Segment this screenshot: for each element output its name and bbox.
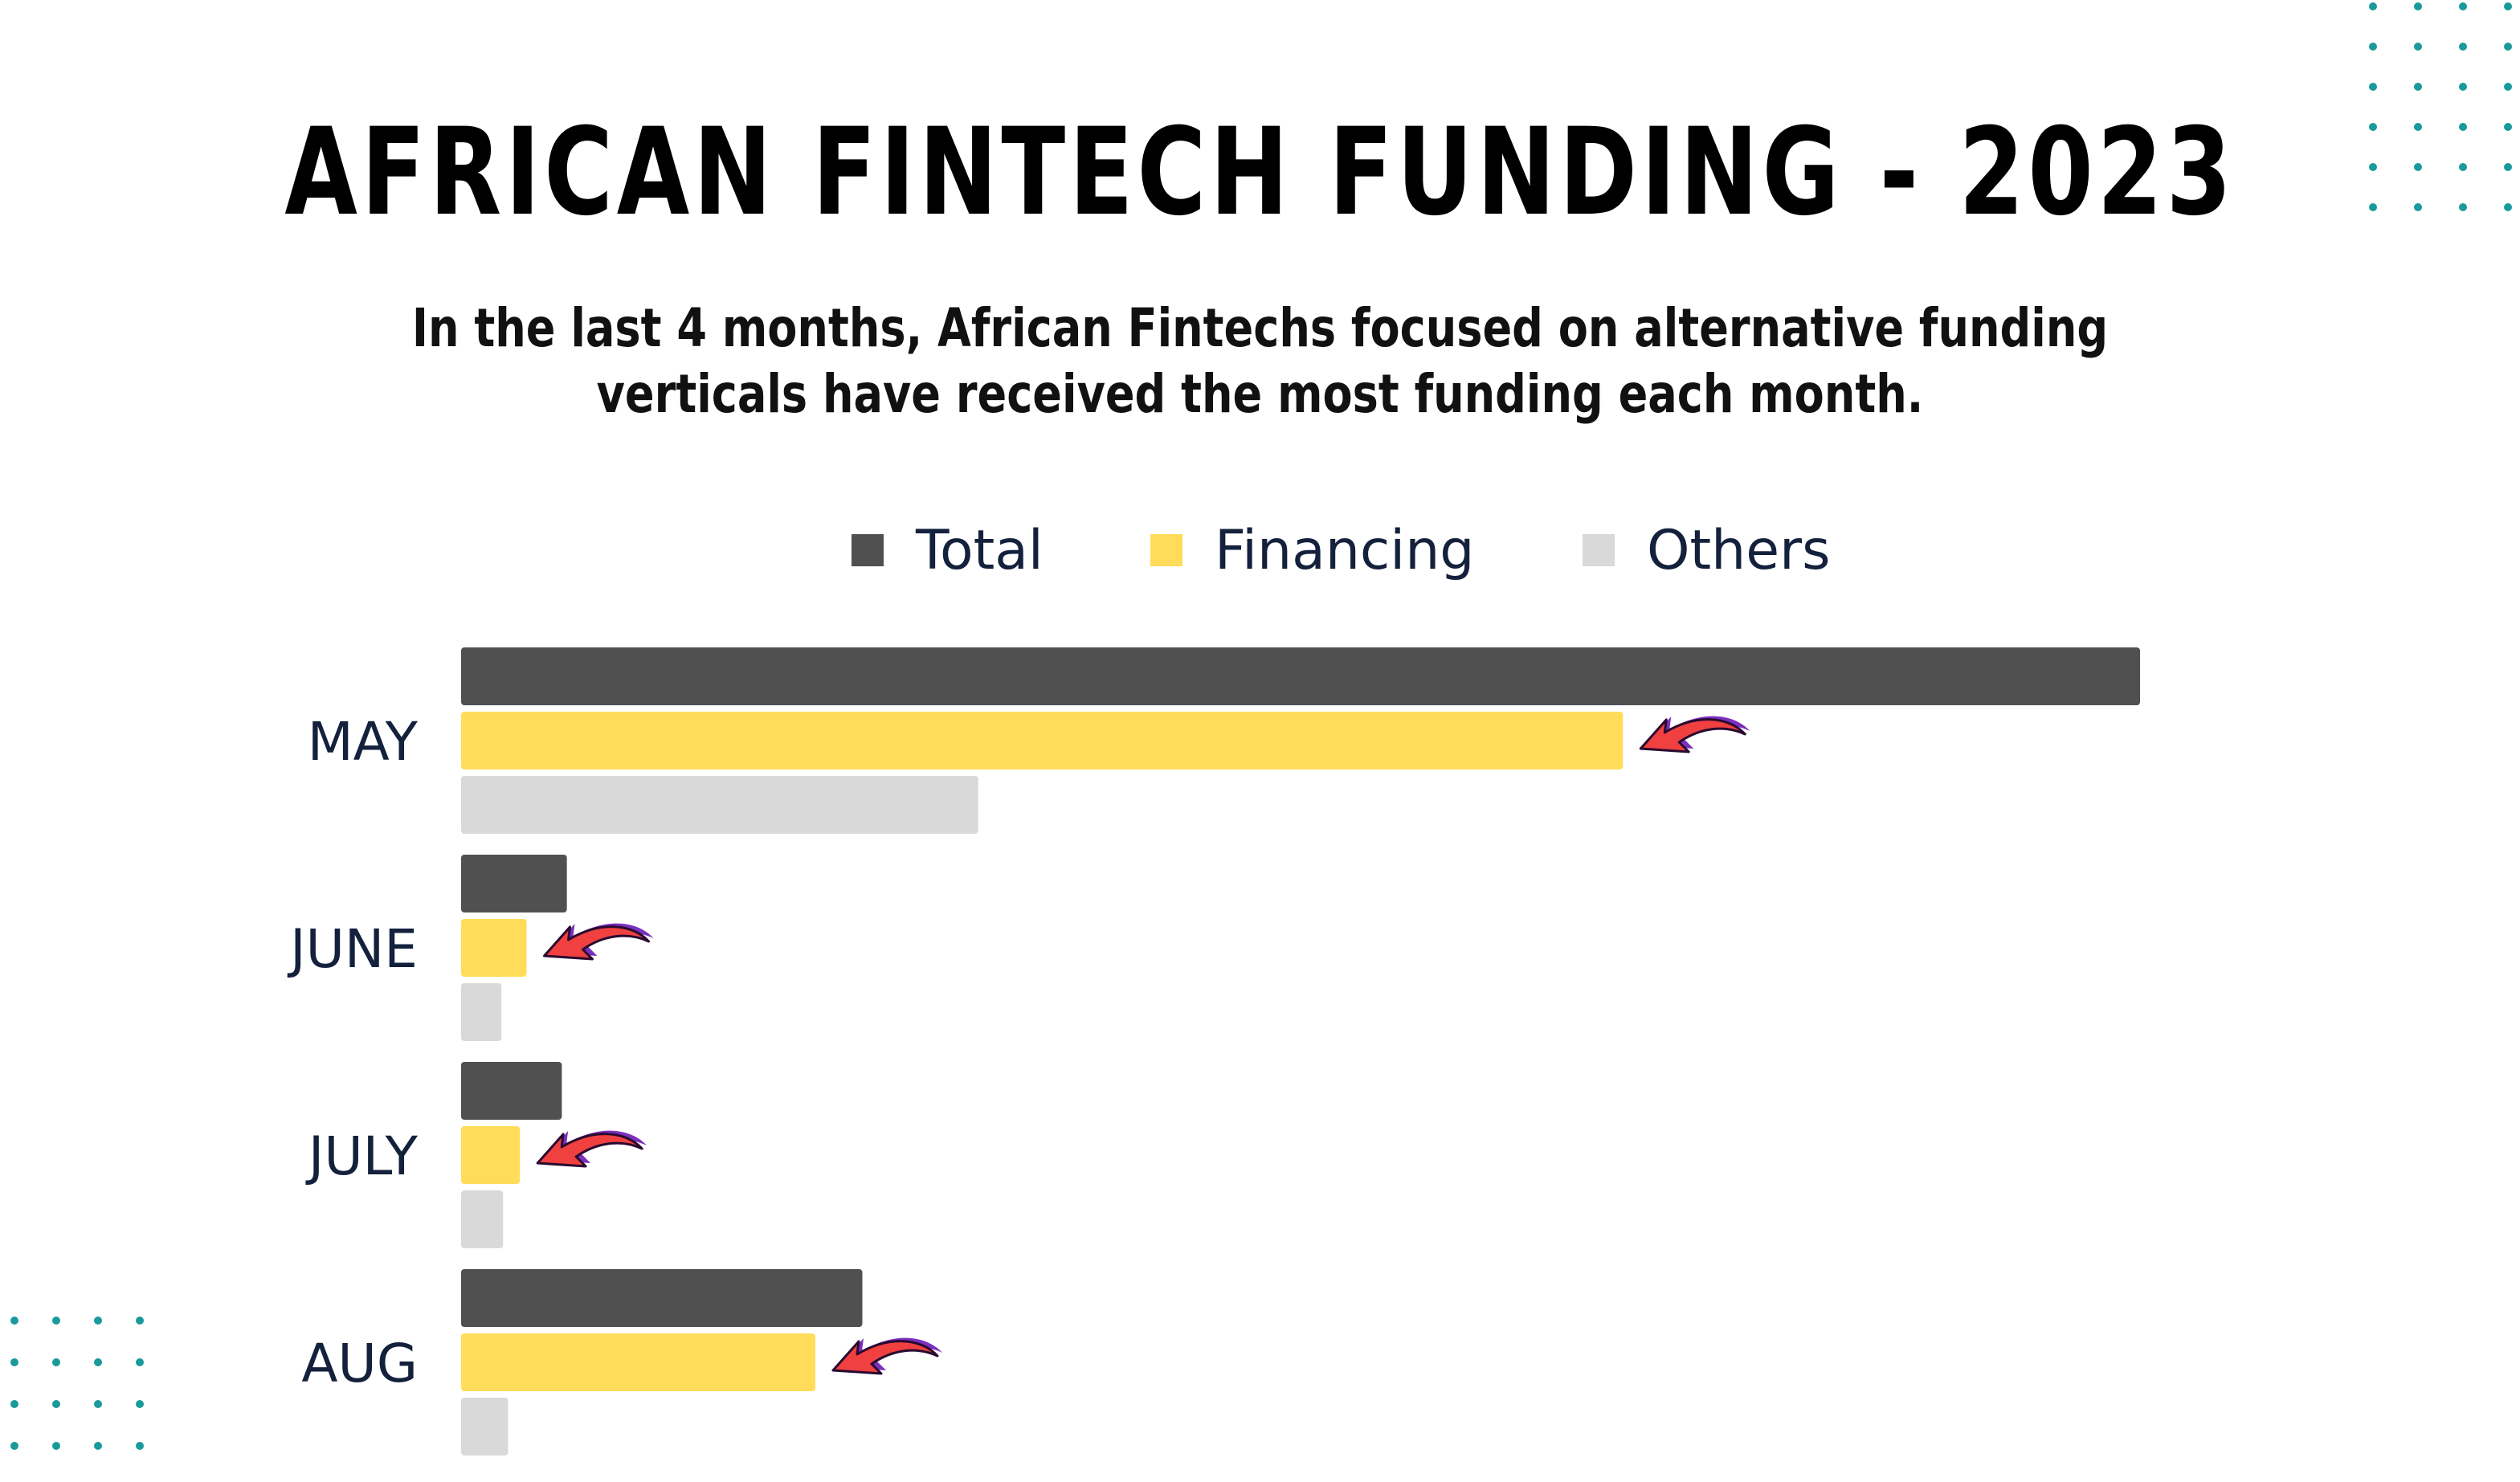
bar-others-may bbox=[461, 776, 978, 834]
decorative-dot bbox=[2459, 2, 2467, 10]
bar-financing-june bbox=[461, 919, 527, 977]
category-label-june: JUNE bbox=[287, 918, 418, 980]
decorative-dot bbox=[2369, 203, 2377, 211]
legend-swatch-total bbox=[852, 534, 884, 566]
decorative-dot bbox=[10, 1358, 18, 1366]
category-label-july: JULY bbox=[305, 1125, 419, 1187]
curved-arrow-icon bbox=[831, 1337, 942, 1375]
page-title: AFRICAN FINTECH FUNDING - 2023 bbox=[284, 103, 2236, 243]
decorative-dot bbox=[2504, 83, 2512, 91]
legend-item-financing: Financing bbox=[1150, 514, 1474, 586]
decorative-dot bbox=[2459, 203, 2467, 211]
decorative-dot bbox=[52, 1442, 60, 1450]
decorative-dot bbox=[10, 1400, 18, 1408]
category-label-aug: AUG bbox=[301, 1333, 418, 1394]
decorative-dot bbox=[2504, 203, 2512, 211]
decorative-dot bbox=[2369, 163, 2377, 171]
decorative-dot bbox=[52, 1358, 60, 1366]
curved-arrow-icon bbox=[1639, 716, 1750, 753]
bar-total-june bbox=[461, 855, 567, 912]
decorative-dots-bottom-left bbox=[10, 1317, 144, 1450]
bar-group-aug: AUG bbox=[301, 1269, 942, 1455]
decorative-dot bbox=[94, 1400, 102, 1408]
chart-legend: Total Financing Others bbox=[0, 514, 2520, 586]
bar-financing-july bbox=[461, 1126, 521, 1184]
decorative-dot bbox=[2414, 163, 2422, 171]
decorative-dot bbox=[2369, 43, 2377, 51]
decorative-dot bbox=[94, 1317, 102, 1325]
decorative-dot bbox=[94, 1442, 102, 1450]
bar-financing-aug bbox=[461, 1333, 815, 1391]
bar-total-july bbox=[461, 1062, 562, 1120]
category-label-may: MAY bbox=[308, 711, 419, 773]
decorative-dot bbox=[10, 1442, 18, 1450]
decorative-dot bbox=[2504, 123, 2512, 131]
decorative-dot bbox=[136, 1358, 144, 1366]
subtitle-line-1: In the last 4 months, African Fintechs f… bbox=[411, 297, 2109, 359]
decorative-dot bbox=[2459, 123, 2467, 131]
legend-label-financing: Financing bbox=[1215, 518, 1475, 582]
decorative-dot bbox=[2369, 123, 2377, 131]
decorative-dot bbox=[136, 1442, 144, 1450]
decorative-dot bbox=[136, 1317, 144, 1325]
legend-swatch-others bbox=[1583, 534, 1615, 566]
decorative-dot bbox=[52, 1400, 60, 1408]
bar-group-may: MAY bbox=[308, 647, 2140, 834]
curved-arrow-icon bbox=[543, 923, 654, 961]
subtitle-line-2: verticals have received the most funding… bbox=[596, 363, 1924, 425]
legend-item-others: Others bbox=[1583, 514, 1831, 586]
legend-label-total: Total bbox=[916, 518, 1044, 582]
decorative-dot bbox=[2504, 43, 2512, 51]
decorative-dot bbox=[2414, 123, 2422, 131]
bar-others-aug bbox=[461, 1398, 508, 1455]
decorative-dot bbox=[2414, 83, 2422, 91]
bar-total-aug bbox=[461, 1269, 863, 1327]
decorative-dot bbox=[52, 1317, 60, 1325]
bar-financing-may bbox=[461, 712, 1624, 770]
decorative-dots-top-right bbox=[2369, 2, 2512, 211]
decorative-dot bbox=[10, 1317, 18, 1325]
legend-label-others: Others bbox=[1647, 518, 1831, 582]
decorative-dot bbox=[2459, 163, 2467, 171]
decorative-dot bbox=[2369, 83, 2377, 91]
bar-group-july: JULY bbox=[305, 1062, 647, 1248]
decorative-dot bbox=[2414, 43, 2422, 51]
bar-others-july bbox=[461, 1190, 504, 1248]
bar-group-june: JUNE bbox=[287, 855, 654, 1041]
legend-swatch-financing bbox=[1150, 534, 1182, 566]
decorative-dot bbox=[94, 1358, 102, 1366]
decorative-dot bbox=[2504, 2, 2512, 10]
decorative-dot bbox=[2414, 2, 2422, 10]
decorative-dot bbox=[2369, 2, 2377, 10]
decorative-dot bbox=[2504, 163, 2512, 171]
decorative-dot bbox=[2459, 83, 2467, 91]
bar-total-may bbox=[461, 647, 2140, 705]
legend-item-total: Total bbox=[852, 514, 1044, 586]
page-subtitle: In the last 4 months, African Fintechs f… bbox=[227, 296, 2293, 427]
decorative-dot bbox=[2459, 43, 2467, 51]
decorative-dot bbox=[2414, 203, 2422, 211]
bar-others-june bbox=[461, 983, 502, 1041]
curved-arrow-icon bbox=[536, 1130, 647, 1168]
decorative-dot bbox=[136, 1400, 144, 1408]
